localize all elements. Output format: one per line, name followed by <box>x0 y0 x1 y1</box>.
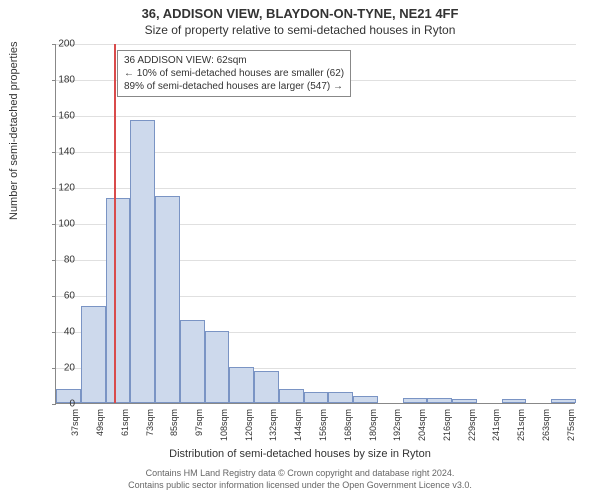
x-tick-label: 97sqm <box>194 409 204 436</box>
x-tick-label: 180sqm <box>368 409 378 441</box>
histogram-bar <box>155 196 180 403</box>
x-tick-label: 156sqm <box>318 409 328 441</box>
histogram-bar <box>130 120 155 403</box>
footer-line2: Contains public sector information licen… <box>0 480 600 492</box>
histogram-bar <box>106 198 131 403</box>
y-tick-label: 100 <box>45 219 75 230</box>
x-tick-label: 37sqm <box>70 409 80 436</box>
chart-title-address: 36, ADDISON VIEW, BLAYDON-ON-TYNE, NE21 … <box>0 0 600 21</box>
histogram-bar <box>427 398 452 403</box>
histogram-bar <box>452 399 477 403</box>
plot-region <box>55 44 575 404</box>
gridline <box>56 116 576 117</box>
histogram-bar <box>403 398 428 403</box>
histogram-bar <box>353 396 378 403</box>
x-tick-label: 108sqm <box>219 409 229 441</box>
x-tick-label: 263sqm <box>541 409 551 441</box>
y-tick-label: 0 <box>45 399 75 410</box>
chart-area: 36 ADDISON VIEW: 62sqm ← 10% of semi-det… <box>55 44 575 404</box>
info-box-line1: 36 ADDISON VIEW: 62sqm <box>124 54 344 67</box>
x-axis-label: Distribution of semi-detached houses by … <box>0 448 600 460</box>
info-box-line2: ← 10% of semi-detached houses are smalle… <box>124 67 344 80</box>
chart-subtitle: Size of property relative to semi-detach… <box>0 21 600 37</box>
y-tick-label: 200 <box>45 39 75 50</box>
x-tick-label: 229sqm <box>467 409 477 441</box>
histogram-bar <box>551 399 576 403</box>
histogram-bar <box>254 371 279 403</box>
x-tick-label: 241sqm <box>491 409 501 441</box>
histogram-bar <box>229 367 254 403</box>
chart-container: 36, ADDISON VIEW, BLAYDON-ON-TYNE, NE21 … <box>0 0 600 500</box>
gridline <box>56 44 576 45</box>
x-tick-label: 216sqm <box>442 409 452 441</box>
y-tick-label: 140 <box>45 147 75 158</box>
x-tick-label: 61sqm <box>120 409 130 436</box>
y-tick-label: 120 <box>45 183 75 194</box>
histogram-bar <box>180 320 205 403</box>
y-tick-label: 40 <box>45 327 75 338</box>
histogram-bar <box>502 399 527 403</box>
x-tick-label: 73sqm <box>145 409 155 436</box>
y-tick-label: 80 <box>45 255 75 266</box>
x-tick-label: 275sqm <box>566 409 576 441</box>
info-box-line3: 89% of semi-detached houses are larger (… <box>124 80 344 93</box>
info-box: 36 ADDISON VIEW: 62sqm ← 10% of semi-det… <box>117 50 351 97</box>
y-axis-label: Number of semi-detached properties <box>8 41 20 220</box>
histogram-bar <box>205 331 230 403</box>
y-tick-label: 60 <box>45 291 75 302</box>
x-tick-label: 132sqm <box>268 409 278 441</box>
x-tick-label: 144sqm <box>293 409 303 441</box>
footer-line1: Contains HM Land Registry data © Crown c… <box>0 468 600 480</box>
x-tick-label: 204sqm <box>417 409 427 441</box>
x-tick-label: 120sqm <box>244 409 254 441</box>
histogram-bar <box>304 392 329 403</box>
reference-line <box>114 44 116 403</box>
y-tick-label: 180 <box>45 75 75 86</box>
histogram-bar <box>81 306 106 403</box>
x-tick-label: 192sqm <box>392 409 402 441</box>
footer-attribution: Contains HM Land Registry data © Crown c… <box>0 468 600 491</box>
x-tick-label: 85sqm <box>169 409 179 436</box>
x-tick-label: 251sqm <box>516 409 526 441</box>
histogram-bar <box>279 389 304 403</box>
histogram-bar <box>328 392 353 403</box>
y-tick-label: 20 <box>45 363 75 374</box>
x-tick-label: 49sqm <box>95 409 105 436</box>
y-tick-label: 160 <box>45 111 75 122</box>
x-tick-label: 168sqm <box>343 409 353 441</box>
